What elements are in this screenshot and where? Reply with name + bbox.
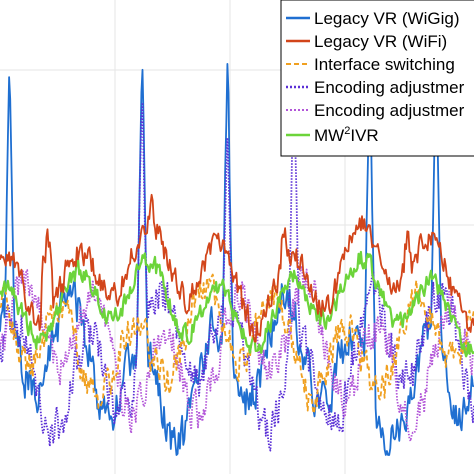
legend-label-wifi: Legacy VR (WiFi): [314, 32, 447, 51]
legend-label-encoding-1: Encoding adjustmer: [314, 78, 465, 97]
series-line-1: [0, 193, 474, 343]
legend: Legacy VR (WiGig) Legacy VR (WiFi) Inter…: [280, 0, 474, 157]
series-line-2: [0, 273, 474, 415]
legend-label-mw2ivr-rest: IVR: [350, 126, 378, 145]
series-line-5: [0, 250, 474, 358]
series-layer: [0, 63, 474, 456]
legend-label-wigig: Legacy VR (WiGig): [314, 9, 459, 28]
legend-label-interface-switching: Interface switching: [314, 55, 455, 74]
legend-label-mw2ivr: MW2IVR: [314, 125, 379, 145]
series-line-0: [0, 63, 474, 456]
legend-box: [280, 0, 474, 157]
legend-label-mw2ivr-sup: 2: [344, 125, 350, 137]
legend-label-encoding-2: Encoding adjustmer: [314, 101, 465, 120]
legend-label-mw2ivr-main: MW: [314, 126, 344, 145]
